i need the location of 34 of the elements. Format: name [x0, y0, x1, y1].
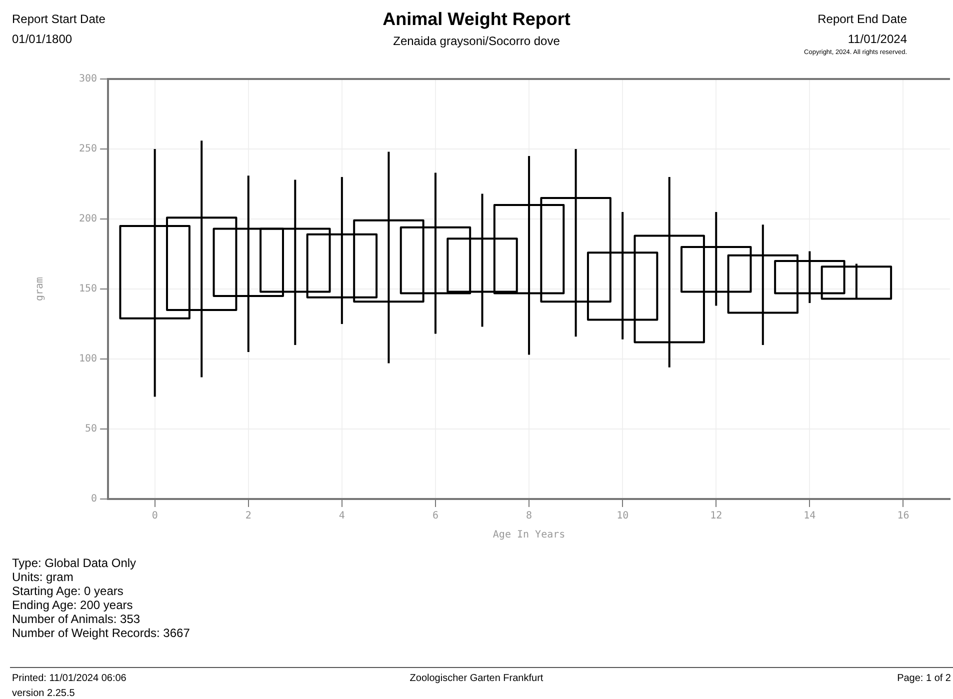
text: Type: Global Data Only: [12, 556, 136, 570]
text: Zoologischer Garten Frankfurt: [410, 673, 544, 684]
x-tick-label: 10: [616, 510, 629, 522]
y-tick-label: 50: [85, 424, 98, 435]
text: 11/01/2024: [848, 32, 907, 46]
text: Page: 1 of 2: [897, 673, 951, 684]
x-tick-label: 12: [710, 510, 722, 522]
x-tick-label: 0: [152, 510, 158, 522]
text: Report Start Date: [12, 12, 106, 26]
y-tick-label: 0: [91, 494, 98, 505]
x-tick-label: 14: [804, 510, 816, 522]
text: version 2.25.5: [12, 688, 75, 699]
text: Ending Age: 200 years: [12, 598, 133, 612]
y-tick-label: 100: [79, 354, 98, 365]
x-tick-label: 6: [432, 510, 438, 522]
y-tick-label: 200: [79, 214, 98, 225]
y-axis-title: gram: [34, 276, 46, 302]
text: Units: gram: [12, 570, 74, 584]
chart-subtitle: Zenaida graysoni/Socorro dove: [393, 34, 560, 48]
text: Number of Weight Records: 3667: [12, 626, 190, 640]
y-tick-label: 150: [79, 284, 98, 295]
x-tick-label: 2: [245, 510, 252, 522]
x-tick-label: 16: [897, 510, 910, 522]
y-tick-label: 300: [79, 74, 98, 85]
y-tick-label: 250: [79, 144, 98, 155]
x-axis-title: Age In Years: [492, 530, 566, 541]
text: Number of Animals: 353: [12, 612, 140, 626]
text: 01/01/1800: [12, 32, 72, 46]
x-tick-label: 4: [338, 510, 345, 522]
text: Report End Date: [818, 12, 907, 26]
text: Starting Age: 0 years: [12, 584, 124, 598]
x-tick-label: 8: [526, 510, 532, 522]
chart-title: Animal Weight Report: [382, 9, 570, 29]
text: Printed: 11/01/2024 06:06: [12, 673, 126, 684]
